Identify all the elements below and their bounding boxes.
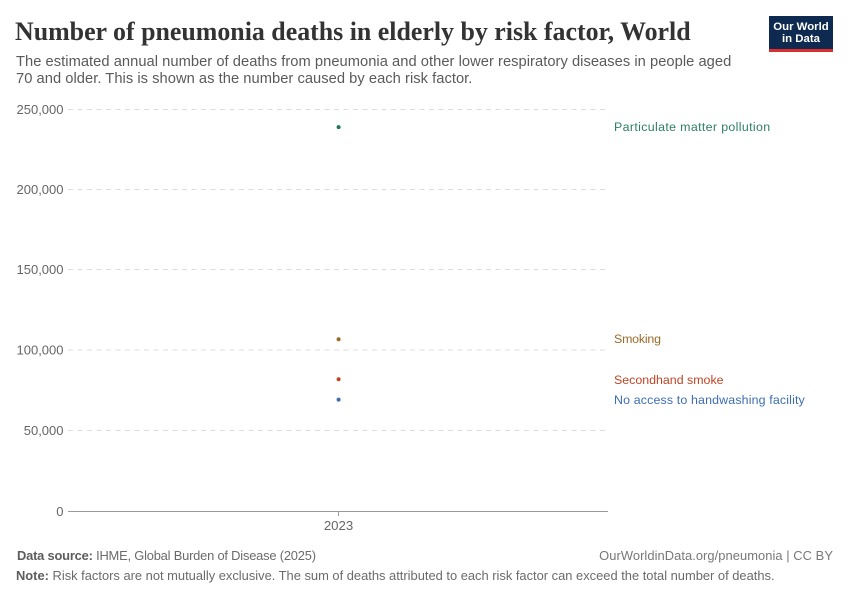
svg-text:0: 0 <box>56 504 63 519</box>
svg-text:2023: 2023 <box>324 518 353 533</box>
svg-text:150,000: 150,000 <box>17 262 64 277</box>
svg-text:200,000: 200,000 <box>17 182 64 197</box>
svg-text:250,000: 250,000 <box>17 102 64 117</box>
svg-text:100,000: 100,000 <box>17 342 64 357</box>
svg-text:50,000: 50,000 <box>24 423 64 438</box>
